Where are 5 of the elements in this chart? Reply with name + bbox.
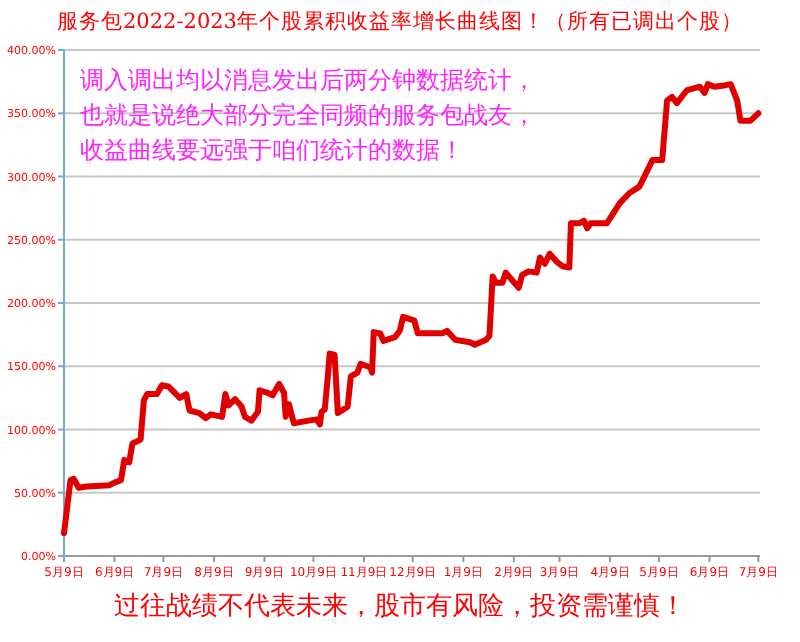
annotation: 收益曲线要远强于咱们统计的数据！ <box>80 136 464 164</box>
annotation: 也就是说绝大部分完全同频的服务包战友， <box>80 101 536 129</box>
chart-title: 服务包2022-2023年个股累积收益率增长曲线图！（所有已调出个股） <box>57 8 743 34</box>
text: 过往战绩不代表未来，股市有风险，投资需谨慎！ <box>114 592 686 622</box>
annotation: 调入调出均以消息发出后两分钟数据统计， <box>80 66 536 94</box>
